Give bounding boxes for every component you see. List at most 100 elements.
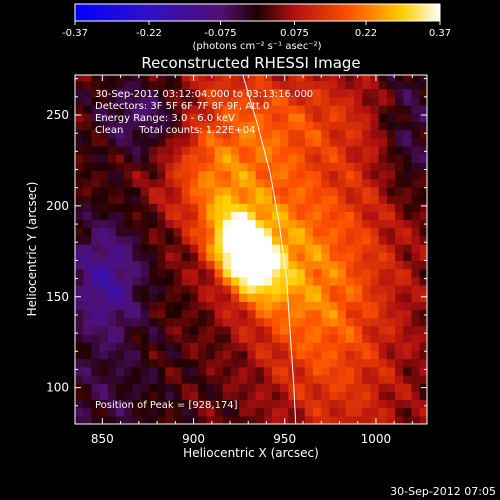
heatmap-cell bbox=[214, 301, 224, 311]
heatmap-cell bbox=[378, 129, 388, 139]
heatmap-cell bbox=[83, 194, 93, 204]
heatmap-cell bbox=[230, 325, 240, 335]
heatmap-cell bbox=[337, 342, 347, 351]
heatmap-cell bbox=[230, 374, 240, 384]
heatmap-cell bbox=[304, 309, 314, 319]
heatmap-cell bbox=[116, 334, 125, 343]
heatmap-cell bbox=[370, 137, 380, 147]
heatmap-cell bbox=[288, 145, 298, 155]
heatmap-cell bbox=[304, 203, 314, 212]
heatmap-cell bbox=[304, 104, 314, 114]
heatmap-cell bbox=[271, 121, 281, 131]
heatmap-cell bbox=[296, 317, 306, 327]
heatmap-cell bbox=[99, 268, 109, 278]
heatmap-cell bbox=[403, 415, 413, 424]
heatmap-cell bbox=[173, 154, 183, 163]
heatmap-cell bbox=[354, 244, 363, 253]
heatmap-cell bbox=[173, 227, 183, 237]
heatmap-cell bbox=[288, 186, 298, 196]
heatmap-cell bbox=[198, 374, 207, 384]
heatmap-cell bbox=[395, 334, 404, 343]
heatmap-cell bbox=[271, 415, 281, 424]
heatmap-cell bbox=[75, 211, 84, 221]
heatmap-cell bbox=[83, 162, 93, 172]
heatmap-cell bbox=[148, 162, 158, 172]
heatmap-cell bbox=[247, 268, 257, 278]
heatmap-cell bbox=[75, 252, 84, 262]
heatmap-cell bbox=[304, 317, 314, 327]
heatmap-cell bbox=[116, 178, 125, 188]
heatmap-cell bbox=[263, 358, 273, 368]
heatmap-cell bbox=[83, 342, 93, 351]
heatmap-cell bbox=[91, 374, 101, 384]
heatmap-cell bbox=[140, 268, 150, 278]
heatmap-cell bbox=[91, 325, 101, 335]
heatmap-cell bbox=[116, 276, 125, 286]
heatmap-cell bbox=[124, 219, 134, 229]
heatmap-cell bbox=[148, 252, 158, 262]
heatmap-cell bbox=[173, 407, 183, 417]
heatmap-cell bbox=[173, 80, 183, 90]
heatmap-cell bbox=[378, 342, 388, 351]
heatmap-cell bbox=[280, 244, 289, 253]
heatmap-cell bbox=[345, 227, 355, 237]
heatmap-cell bbox=[419, 317, 427, 327]
heatmap-cell bbox=[362, 203, 372, 212]
heatmap-cell bbox=[132, 80, 142, 90]
heatmap-cell bbox=[337, 301, 347, 311]
heatmap-cell bbox=[362, 219, 372, 229]
heatmap-cell bbox=[173, 383, 183, 392]
colorbar-tick-label: -0.22 bbox=[136, 28, 162, 39]
heatmap-cell bbox=[157, 219, 166, 229]
heatmap-cell bbox=[83, 276, 93, 286]
heatmap-cell bbox=[181, 129, 191, 139]
heatmap-cell bbox=[107, 301, 117, 311]
heatmap-cell bbox=[132, 227, 142, 237]
heatmap-cell bbox=[329, 186, 339, 196]
heatmap-cell bbox=[296, 268, 306, 278]
heatmap-cell bbox=[345, 391, 355, 401]
heatmap-cell bbox=[263, 309, 273, 319]
heatmap-cell bbox=[124, 268, 134, 278]
heatmap-cell bbox=[411, 162, 421, 172]
heatmap-cell bbox=[75, 366, 84, 376]
heatmap-cell bbox=[271, 293, 281, 302]
heatmap-cell bbox=[99, 145, 109, 155]
heatmap-cell bbox=[140, 219, 150, 229]
heatmap-cell bbox=[75, 342, 84, 351]
heatmap-cell bbox=[271, 399, 281, 409]
heatmap-cell bbox=[198, 252, 207, 262]
heatmap-cell bbox=[239, 113, 248, 122]
heatmap-cell bbox=[214, 194, 224, 204]
heatmap-cell bbox=[288, 276, 298, 286]
heatmap-cell bbox=[181, 186, 191, 196]
heatmap-cell bbox=[247, 383, 257, 392]
heatmap-cell bbox=[337, 145, 347, 155]
heatmap-cell bbox=[411, 252, 421, 262]
heatmap-cell bbox=[116, 260, 125, 270]
heatmap-cell bbox=[395, 170, 404, 180]
heatmap-cell bbox=[157, 252, 166, 262]
heatmap-cell bbox=[280, 284, 289, 294]
heatmap-cell bbox=[395, 219, 404, 229]
heatmap-cell bbox=[296, 104, 306, 114]
heatmap-cell bbox=[99, 383, 109, 392]
heatmap-cell bbox=[206, 219, 216, 229]
heatmap-cell bbox=[288, 113, 298, 122]
heatmap-cell bbox=[181, 374, 191, 384]
heatmap-cell bbox=[198, 170, 207, 180]
heatmap-cell bbox=[378, 194, 388, 204]
heatmap-cell bbox=[181, 113, 191, 122]
heatmap-cell bbox=[313, 203, 322, 212]
heatmap-cell bbox=[75, 301, 84, 311]
heatmap-cell bbox=[214, 383, 224, 392]
heatmap-cell bbox=[329, 113, 339, 122]
heatmap-cell bbox=[189, 317, 199, 327]
heatmap-cell bbox=[214, 162, 224, 172]
heatmap-cell bbox=[419, 88, 427, 98]
heatmap-cell bbox=[378, 399, 388, 409]
heatmap-cell bbox=[337, 113, 347, 122]
heatmap-cell bbox=[288, 104, 298, 114]
heatmap-cell bbox=[148, 391, 158, 401]
heatmap-cell bbox=[124, 415, 134, 424]
